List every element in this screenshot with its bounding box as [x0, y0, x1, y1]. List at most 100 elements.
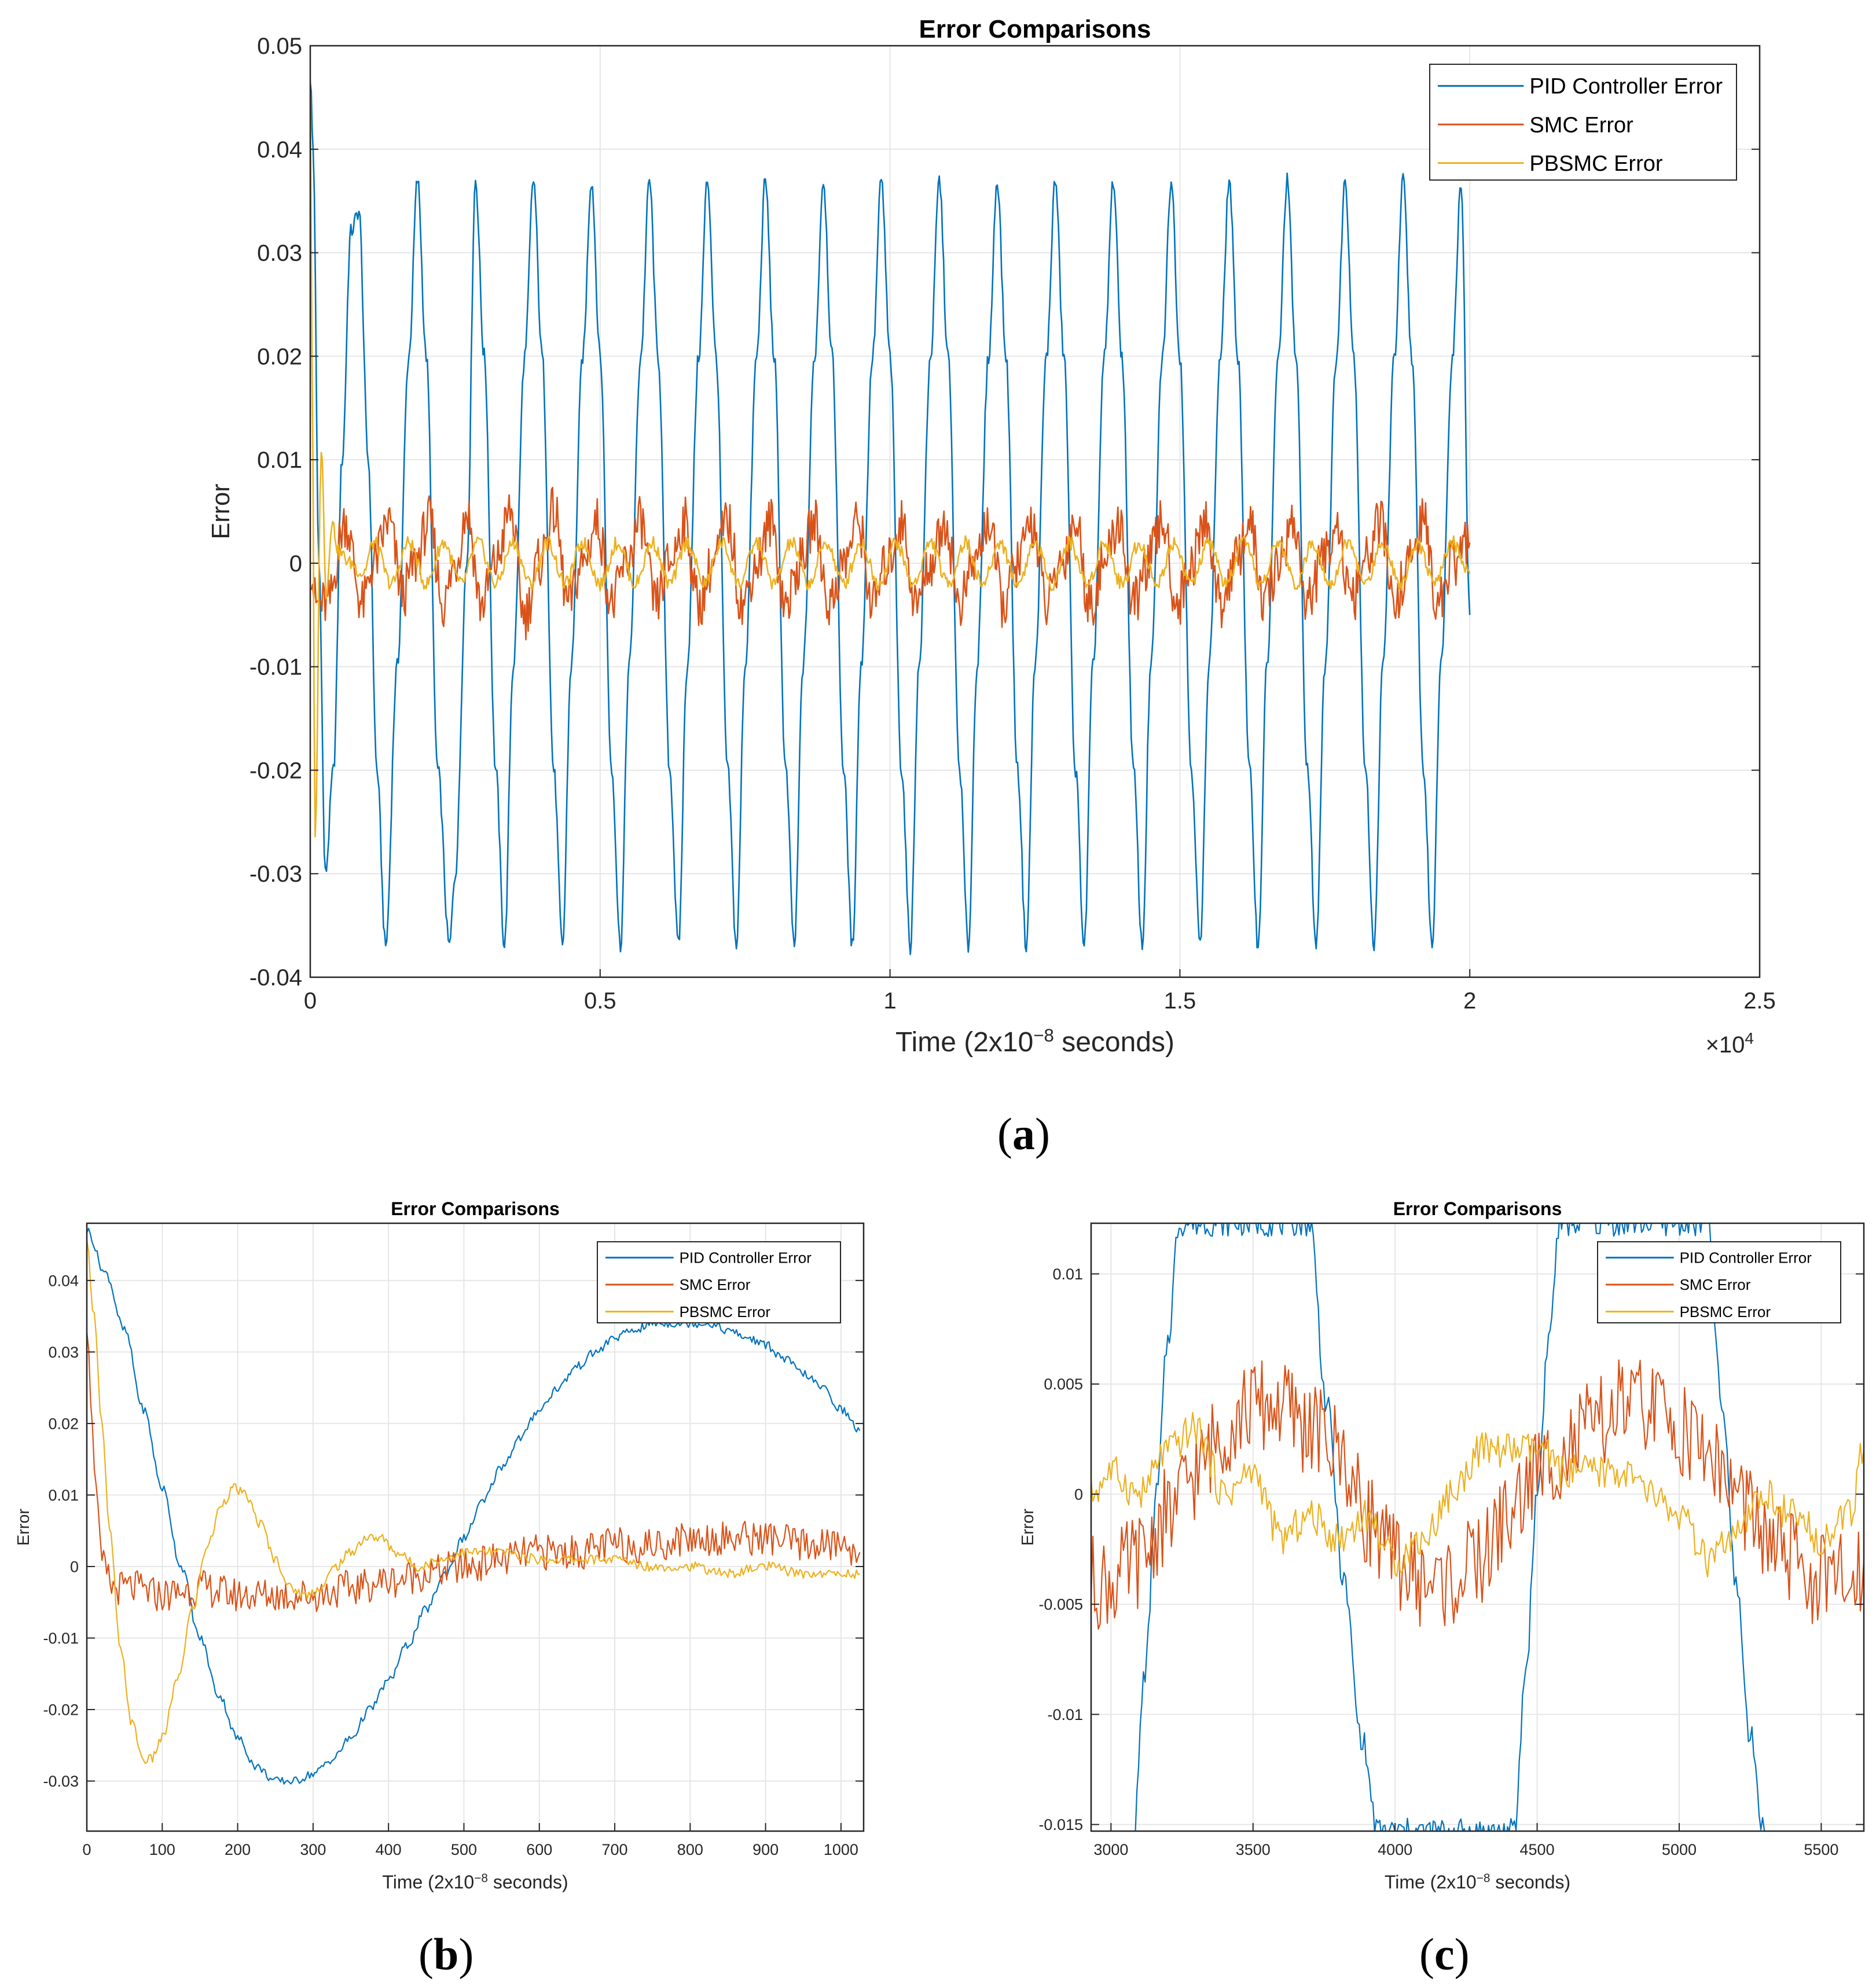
x-tick-label: 5500: [1804, 1841, 1838, 1858]
series-line-pbsmc: [1091, 1411, 1864, 1578]
x-axis-label-main: Time (2x10: [1385, 1872, 1477, 1892]
y-tick-label: 0.02: [257, 344, 302, 369]
y-tick-label: 0.005: [1044, 1376, 1083, 1393]
plot-area: [310, 46, 1760, 977]
legend-label-pbsmc: PBSMC Error: [1529, 152, 1662, 176]
y-tick-label: -0.03: [43, 1773, 79, 1790]
legend-label-smc: SMC Error: [1529, 113, 1633, 137]
plot-area: [87, 1223, 864, 1831]
legend-label-pbsmc: PBSMC Error: [680, 1303, 771, 1321]
series-line-pbsmc: [310, 80, 1471, 838]
x-exponent-power: 4: [1745, 1029, 1754, 1047]
legend-box: [1429, 64, 1737, 181]
y-tick-label: 0.03: [48, 1344, 79, 1361]
x-tick-label: 300: [300, 1841, 326, 1858]
chart-title: Error Comparisons: [919, 15, 1151, 43]
x-tick-label: 0: [82, 1841, 91, 1858]
panel-label-c: (c): [1419, 1929, 1470, 1979]
y-tick-label: 0: [1074, 1486, 1083, 1503]
x-axis-label-tail: seconds): [1054, 1027, 1174, 1058]
series-line-pid: [310, 82, 1471, 955]
legend-box: [597, 1241, 841, 1323]
x-tick-label: 1.5: [1164, 988, 1196, 1014]
x-axis-label: Time (2x10−8 seconds): [1385, 1872, 1570, 1893]
series-line-pid: [1135, 1223, 1765, 1831]
axes-box: [86, 1222, 865, 1832]
x-tick-label: 0.5: [584, 988, 616, 1014]
y-axis-label: Error: [1019, 1509, 1037, 1546]
legend-label-smc: SMC Error: [1680, 1276, 1751, 1293]
x-axis-label-main: Time (2x10: [382, 1872, 474, 1892]
axes-box: [309, 45, 1761, 978]
y-tick-label: 0.01: [1052, 1266, 1083, 1283]
axes-box: [1090, 1222, 1865, 1832]
chart-1: 0 100 200 300 400 500 600 700 800 900 1000 -0.03 -0.…: [14, 1198, 865, 1893]
chart-title: Error Comparisons: [391, 1198, 560, 1219]
legend-label-pid: PID Controller Error: [680, 1249, 812, 1266]
legend-label-smc: SMC Error: [680, 1276, 751, 1293]
x-tick-label: 1: [883, 988, 896, 1014]
x-tick-label: 700: [602, 1841, 628, 1858]
y-tick-label: 0.04: [257, 137, 302, 163]
x-axis-label-exp: −8: [474, 1872, 488, 1885]
y-tick-label: -0.01: [1047, 1706, 1083, 1723]
series-line-pid: [87, 1227, 861, 1785]
y-tick-label: 0.01: [48, 1487, 79, 1504]
x-tick-label: 600: [526, 1841, 552, 1858]
legend-label-pbsmc: PBSMC Error: [1680, 1303, 1771, 1321]
x-tick-label: 2: [1463, 988, 1476, 1014]
x-axis-label-exp: −8: [1477, 1872, 1490, 1885]
x-tick-label: 400: [376, 1841, 402, 1858]
x-tick-label: 2.5: [1743, 988, 1776, 1014]
x-axis-label-tail: seconds): [488, 1872, 568, 1892]
series-line-smc: [1091, 1359, 1864, 1630]
series-line-smc: [87, 1332, 861, 1612]
x-tick-label: 0: [304, 988, 317, 1014]
x-axis-label: Time (2x10−8 seconds): [895, 1025, 1174, 1058]
y-axis-label: Error: [207, 484, 235, 540]
y-tick-label: 0.01: [257, 448, 302, 473]
y-tick-label: -0.01: [43, 1630, 79, 1647]
x-tick-label: 4000: [1378, 1841, 1412, 1858]
x-tick-label: 100: [149, 1841, 175, 1858]
x-tick-label: 800: [677, 1841, 703, 1858]
x-exponent-base: ×10: [1706, 1032, 1745, 1058]
legend-label-pid: PID Controller Error: [1529, 75, 1723, 99]
chart-0: 0 0.5 1 1.5 2 2.5 -0.04 -0.03 -0.02 -0.01 0 0.01 0.0…: [207, 15, 1776, 1058]
x-tick-label: 3500: [1236, 1841, 1271, 1858]
legend-box: [1597, 1241, 1841, 1323]
legend-label-pid: PID Controller Error: [1680, 1249, 1812, 1266]
x-axis-label-exp: −8: [1033, 1025, 1054, 1046]
panel-label-b: (b): [418, 1929, 474, 1979]
y-tick-label: 0.04: [48, 1272, 79, 1289]
x-axis-label-tail: seconds): [1490, 1872, 1570, 1892]
x-axis-label-main: Time (2x10: [895, 1027, 1033, 1058]
series-line-smc: [310, 486, 1471, 641]
chart-title: Error Comparisons: [1393, 1198, 1562, 1219]
y-tick-label: 0.05: [257, 34, 302, 59]
y-tick-label: -0.005: [1038, 1596, 1083, 1613]
x-tick-label: 200: [225, 1841, 251, 1858]
y-tick-label: 0: [289, 551, 302, 577]
y-tick-label: -0.04: [249, 965, 302, 991]
y-tick-label: -0.01: [249, 655, 302, 680]
chart-2: 3000 3500 4000 4500 5000 5500 -0.015 -0.01 -0.00…: [1019, 1198, 1865, 1893]
y-tick-label: 0.02: [48, 1415, 79, 1432]
x-tick-label: 4500: [1520, 1841, 1555, 1858]
x-tick-label: 500: [451, 1841, 477, 1858]
y-tick-label: -0.02: [43, 1701, 79, 1718]
y-tick-label: 0: [70, 1558, 79, 1575]
x-axis-label: Time (2x10−8 seconds): [382, 1872, 568, 1893]
x-exponent-label: ×104: [1706, 1029, 1754, 1058]
plot-area: [1091, 1223, 1864, 1831]
x-tick-label: 3000: [1093, 1841, 1128, 1858]
y-tick-label: 0.03: [257, 241, 302, 266]
panel-label-a: (a): [997, 1109, 1050, 1159]
y-tick-label: -0.03: [249, 861, 302, 887]
x-tick-label: 5000: [1662, 1841, 1697, 1858]
y-tick-label: -0.015: [1038, 1816, 1083, 1833]
series-line-pbsmc: [87, 1239, 860, 1765]
y-axis-label: Error: [14, 1509, 33, 1546]
x-tick-label: 1000: [824, 1841, 858, 1858]
